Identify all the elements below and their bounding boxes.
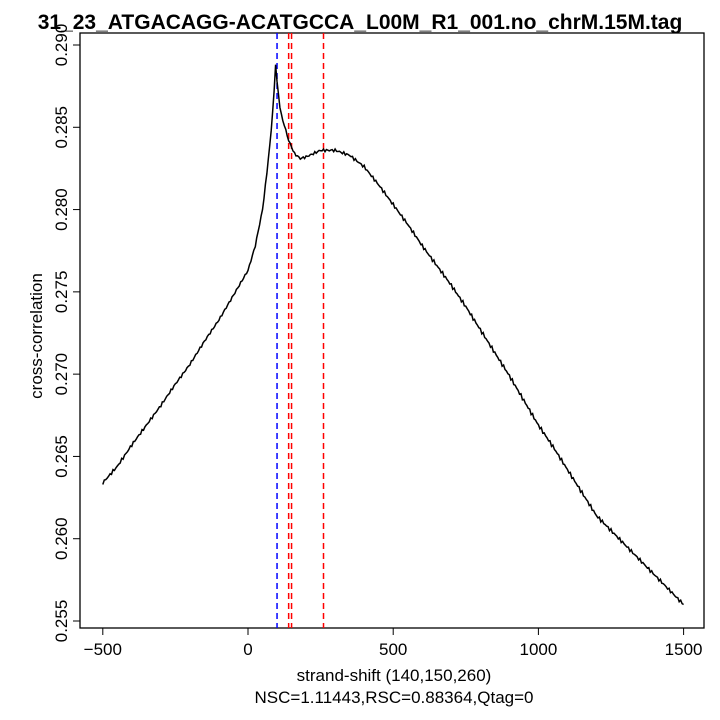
y-tick-label: 0.285 <box>52 106 71 149</box>
x-tick-label: −500 <box>84 640 122 659</box>
y-tick-label: 0.270 <box>52 353 71 396</box>
x-axis-label: strand-shift (140,150,260) <box>297 666 492 685</box>
x-axis-sublabel: NSC=1.11443,RSC=0.88364,Qtag=0 <box>255 688 534 707</box>
x-tick-label: 1500 <box>665 640 703 659</box>
y-tick-label: 0.275 <box>52 271 71 314</box>
x-tick-label: 1000 <box>519 640 557 659</box>
x-tick-label: 0 <box>243 640 252 659</box>
y-tick-label: 0.255 <box>52 600 71 643</box>
series-line <box>102 64 684 606</box>
x-tick-label: 500 <box>379 640 407 659</box>
chart-title: 31_23_ATGACAGG-ACATGCCA_L00M_R1_001.no_c… <box>38 11 683 34</box>
plot-area: −500 0 500 1000 1500 0.255 0.260 0.265 0.270 0.27… <box>52 24 705 659</box>
plot-frame <box>79 32 705 629</box>
y-tick-label: 0.260 <box>52 517 71 560</box>
y-tick-label: 0.290 <box>52 24 71 67</box>
y-axis-label: cross-correlation <box>27 273 46 399</box>
y-tick-label: 0.280 <box>52 188 71 231</box>
y-tick-label: 0.265 <box>52 435 71 478</box>
